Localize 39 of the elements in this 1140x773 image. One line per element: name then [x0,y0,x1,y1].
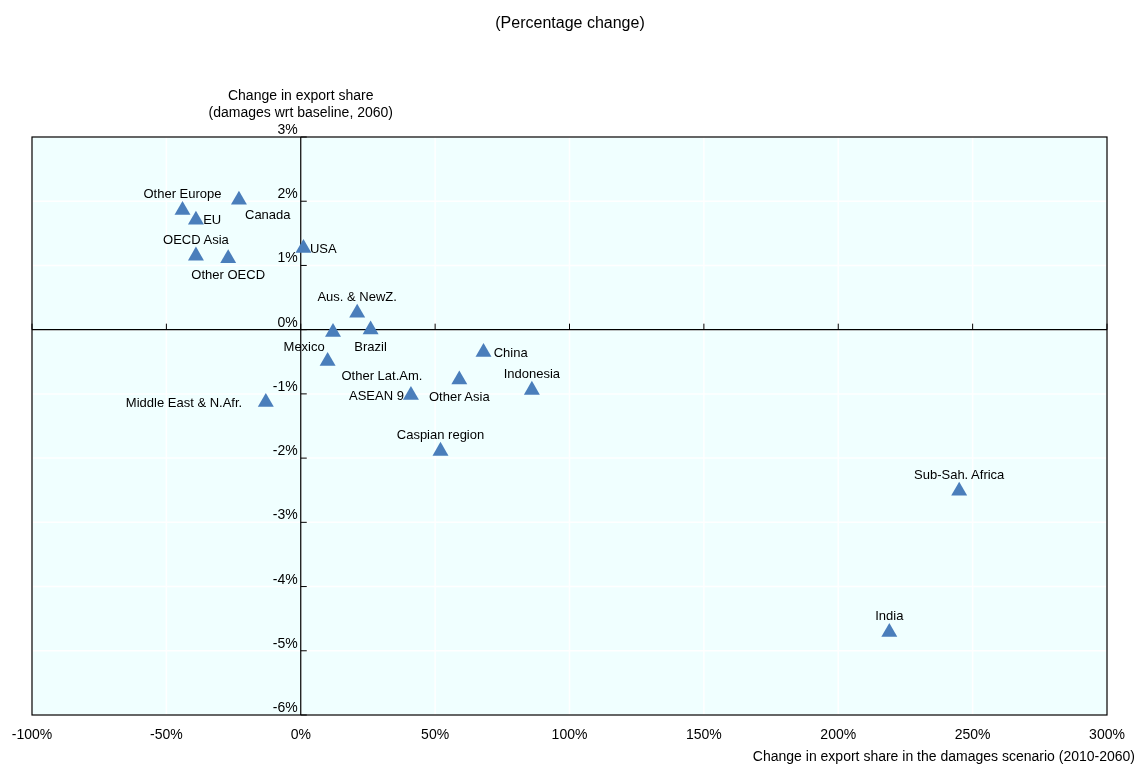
series-label: Other Lat.Am. [341,368,423,384]
series-label: China [493,344,529,360]
x-tick-label: 250% [954,726,991,742]
chart-title: (Percentage change) [495,14,645,31]
y-tick-label: 2% [277,185,298,202]
y-tick-label: -4% [272,570,298,587]
y-axis-title: Change in export share (damages wrt baseline, 2060) [208,87,393,120]
series-label: USA [309,240,338,256]
series-label: Brazil [354,338,387,354]
series-label: Indonesia [503,366,561,382]
y-tick-label: -6% [272,699,298,715]
x-tick-label: 0% [290,726,311,742]
x-axis-title: Change in export share in the damages scenario (2010-2060) [752,748,1135,764]
x-tick-label: 50% [421,726,450,742]
y-tick-label: -2% [272,442,298,459]
series-label: ASEAN 9 [349,387,404,403]
x-tick-label: 150% [685,726,722,742]
series-label: EU [203,212,222,228]
series-label: OECD Asia [163,231,230,247]
x-tick-label: -50% [150,726,183,742]
x-tick-label: 300% [1089,726,1125,742]
series-label: India [875,608,905,624]
y-tick-label: -3% [272,506,298,523]
series-label: Canada [245,206,292,222]
series-label: Aus. & NewZ. [317,288,397,304]
x-tick-label: 200% [820,726,857,742]
series-label: Other Asia [428,388,491,404]
y-tick-label: -5% [272,634,298,651]
series-label: Caspian region [396,427,485,443]
x-tick-label: 100% [551,726,588,742]
series-label: Middle East & N.Afr. [125,394,243,410]
series-label: Sub-Sah. Africa [914,466,1006,482]
series-label: Other Europe [143,186,222,202]
series-label: Other OECD [191,267,266,283]
x-tick-label: -100% [11,726,53,742]
y-tick-label: -1% [272,377,298,394]
y-tick-label: 0% [277,313,298,330]
y-tick-label: 1% [277,249,298,266]
y-tick-label: 3% [277,121,298,137]
